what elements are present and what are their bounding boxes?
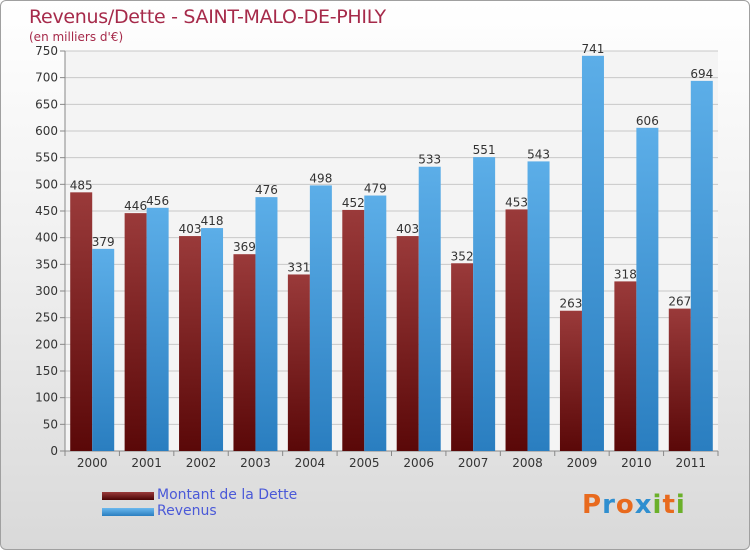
data-label-debt: 318: [614, 267, 637, 281]
bar-revenue: [581, 55, 604, 452]
logo-letter: o: [615, 490, 635, 520]
bar-debt: [451, 263, 474, 451]
logo-letter: r: [602, 490, 616, 520]
y-tick-label: 550: [35, 151, 58, 165]
logo-letter: P: [582, 490, 603, 520]
data-label-revenue: 479: [364, 182, 387, 196]
data-label-debt: 352: [451, 249, 474, 263]
data-label-revenue: 551: [473, 143, 496, 157]
bar-debt: [70, 192, 93, 452]
proxiti-logo: Proxiti: [582, 490, 686, 520]
logo-letter: i: [675, 490, 686, 520]
data-label-revenue: 533: [418, 153, 441, 167]
plot-area: [65, 51, 718, 451]
bar-debt: [342, 209, 365, 451]
x-tick-label: 2000: [77, 456, 108, 470]
logo-letter: x: [634, 490, 653, 520]
bar-revenue: [309, 185, 332, 451]
legend-label-debt: Montant de la Dette: [157, 487, 298, 503]
data-label-revenue: 456: [146, 194, 169, 208]
data-label-debt: 446: [124, 199, 147, 213]
x-tick-label: 2011: [676, 456, 707, 470]
bar-revenue: [255, 197, 278, 451]
x-tick-label: 2006: [403, 456, 434, 470]
y-tick-label: 0: [50, 444, 58, 458]
chart-subtitle: (en milliers d'€): [29, 30, 124, 44]
chart-title: Revenus/Dette - SAINT-MALO-DE-PHILY: [29, 6, 386, 28]
y-tick-label: 400: [35, 231, 58, 245]
x-tick-label: 2005: [349, 456, 380, 470]
data-label-revenue: 379: [92, 235, 115, 249]
data-label-revenue: 498: [309, 171, 332, 185]
data-label-revenue: 418: [201, 214, 224, 228]
bar-debt: [233, 254, 256, 451]
y-tick-label: 200: [35, 337, 58, 351]
bar-revenue: [92, 248, 115, 451]
data-label-revenue: 543: [527, 147, 550, 161]
y-tick-label: 250: [35, 311, 58, 325]
y-tick-label: 650: [35, 97, 58, 111]
bar-debt: [668, 308, 691, 451]
x-tick-label: 2001: [131, 456, 162, 470]
y-tick-label: 500: [35, 177, 58, 191]
bar-revenue: [527, 161, 550, 451]
y-tick-label: 300: [35, 284, 58, 298]
x-tick-label: 2004: [295, 456, 326, 470]
data-label-revenue: 694: [690, 67, 713, 81]
bar-revenue: [418, 166, 441, 451]
data-label-debt: 485: [70, 178, 93, 192]
bar-revenue: [690, 80, 713, 451]
y-tick-label: 600: [35, 124, 58, 138]
bar-debt: [396, 236, 419, 451]
y-tick-label: 450: [35, 204, 58, 218]
bar-debt: [287, 274, 310, 451]
y-tick-label: 100: [35, 391, 58, 405]
bar-revenue: [473, 157, 496, 451]
bar-debt: [124, 213, 147, 451]
data-label-debt: 452: [342, 196, 365, 210]
logo-letter: i: [652, 490, 663, 520]
data-label-debt: 403: [396, 222, 419, 236]
bar-revenue: [146, 207, 169, 451]
bar-debt: [505, 209, 528, 451]
legend-swatch-revenue: [102, 508, 154, 516]
x-tick-label: 2010: [621, 456, 652, 470]
data-label-revenue: 741: [582, 42, 605, 56]
bar-revenue: [201, 228, 224, 451]
x-tick-label: 2002: [186, 456, 217, 470]
bar-revenue: [364, 195, 387, 451]
y-tick-label: 750: [35, 44, 58, 58]
bar-revenue: [636, 127, 659, 452]
legend-label-revenue: Revenus: [157, 503, 217, 519]
legend-swatch-debt: [102, 492, 154, 500]
data-label-debt: 369: [233, 240, 256, 254]
bar-debt: [179, 236, 202, 451]
bar-debt: [559, 310, 582, 451]
x-tick-label: 2007: [458, 456, 489, 470]
logo-letter: t: [662, 490, 676, 520]
x-tick-label: 2008: [512, 456, 543, 470]
y-tick-label: 700: [35, 71, 58, 85]
data-label-revenue: 606: [636, 114, 659, 128]
data-label-debt: 403: [179, 222, 202, 236]
y-tick-label: 50: [43, 417, 58, 431]
data-label-revenue: 476: [255, 183, 278, 197]
y-tick-label: 150: [35, 364, 58, 378]
data-label-debt: 263: [560, 297, 583, 311]
bar-debt: [614, 281, 637, 451]
data-label-debt: 453: [505, 195, 528, 209]
x-tick-label: 2009: [567, 456, 598, 470]
data-label-debt: 331: [287, 260, 310, 274]
data-label-debt: 267: [668, 295, 691, 309]
y-tick-label: 350: [35, 257, 58, 271]
x-tick-label: 2003: [240, 456, 271, 470]
